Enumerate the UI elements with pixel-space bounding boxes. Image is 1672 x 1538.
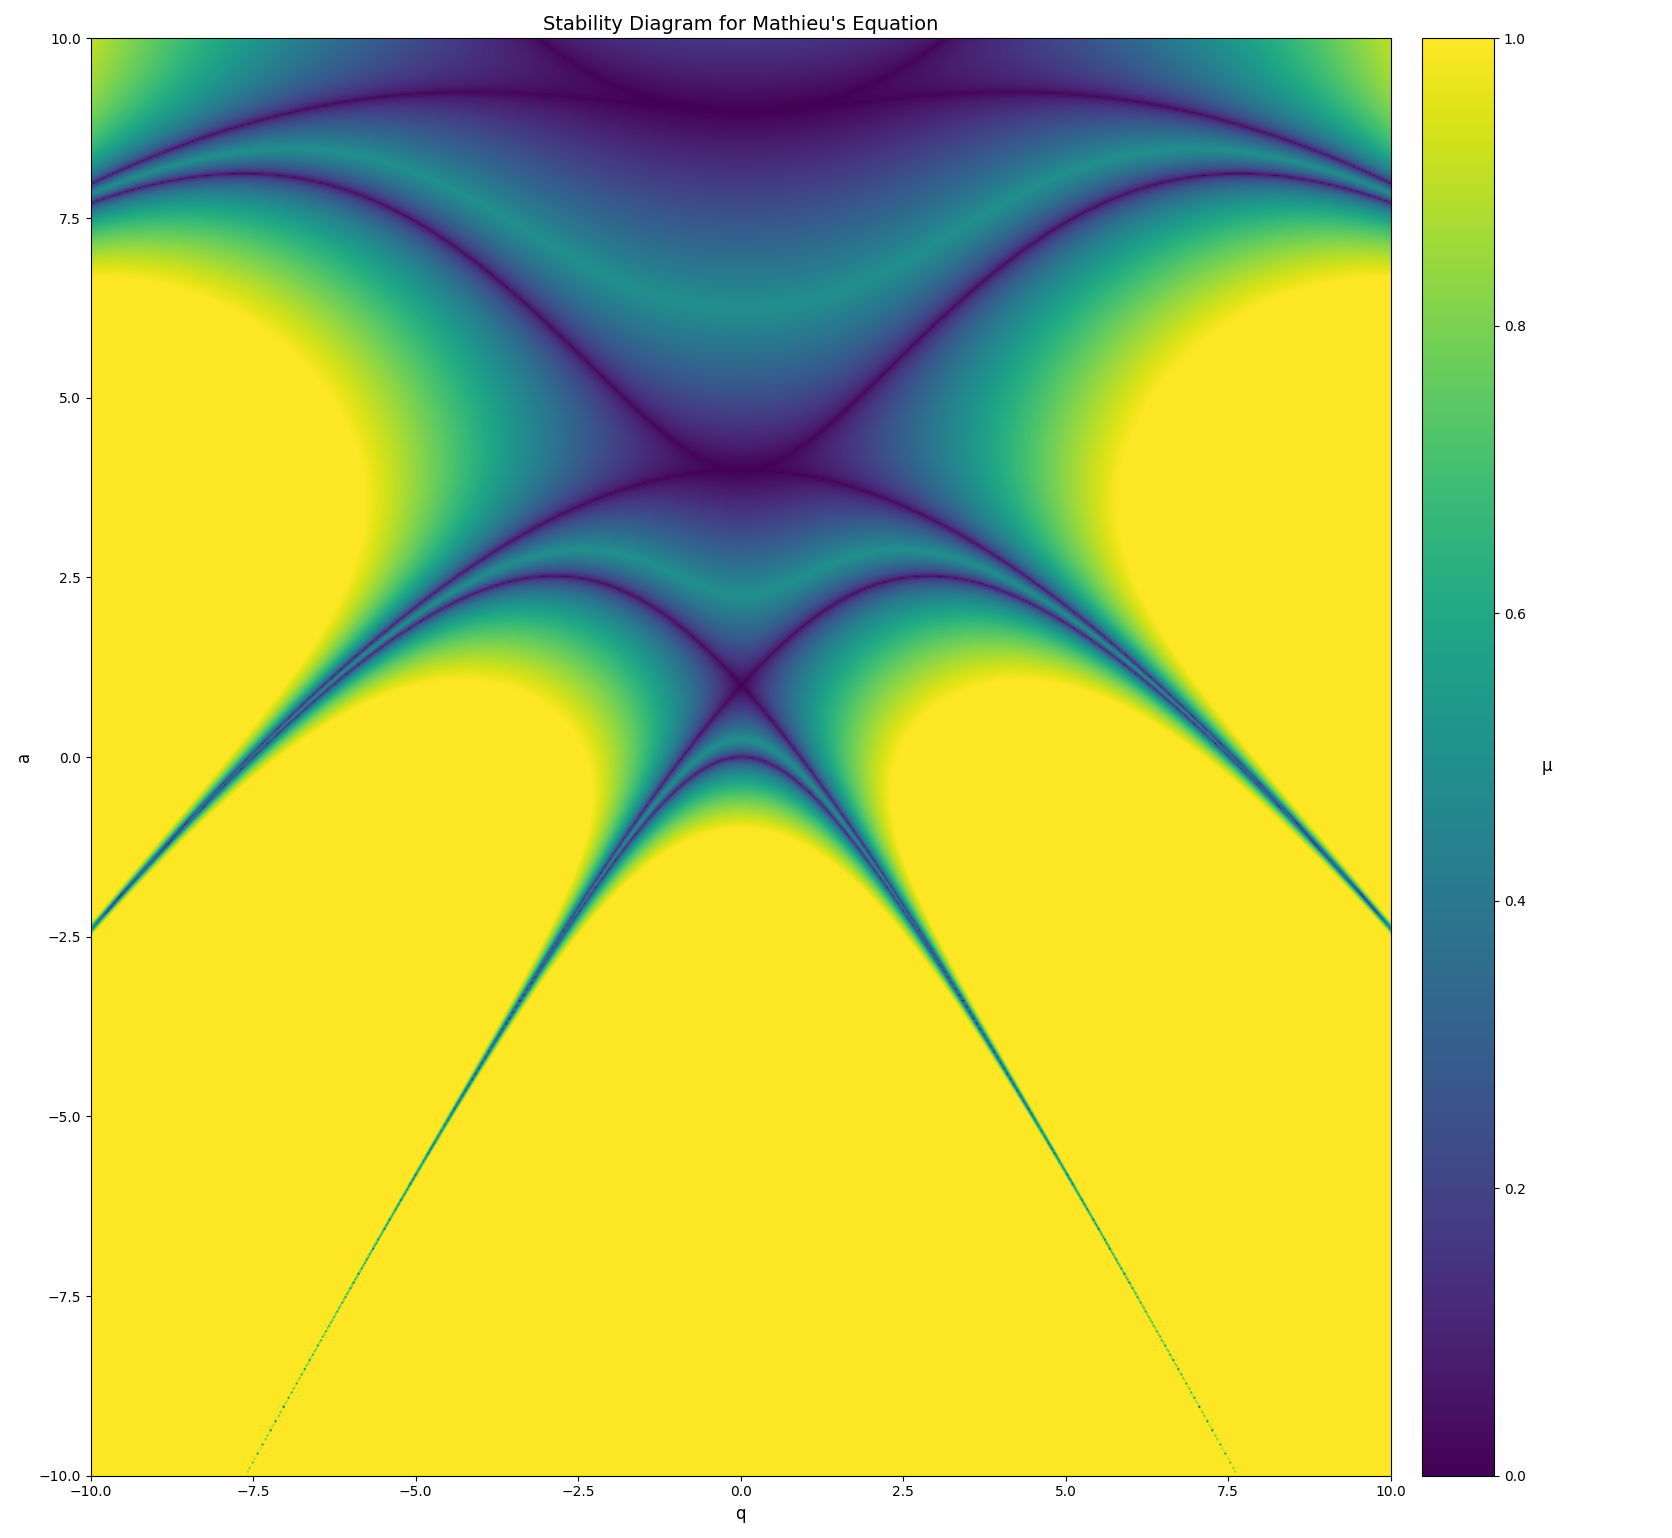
- Y-axis label: a: a: [15, 752, 33, 763]
- Y-axis label: μ: μ: [1542, 757, 1552, 775]
- Title: Stability Diagram for Mathieu's Equation: Stability Diagram for Mathieu's Equation: [543, 15, 938, 34]
- X-axis label: q: q: [736, 1506, 746, 1523]
